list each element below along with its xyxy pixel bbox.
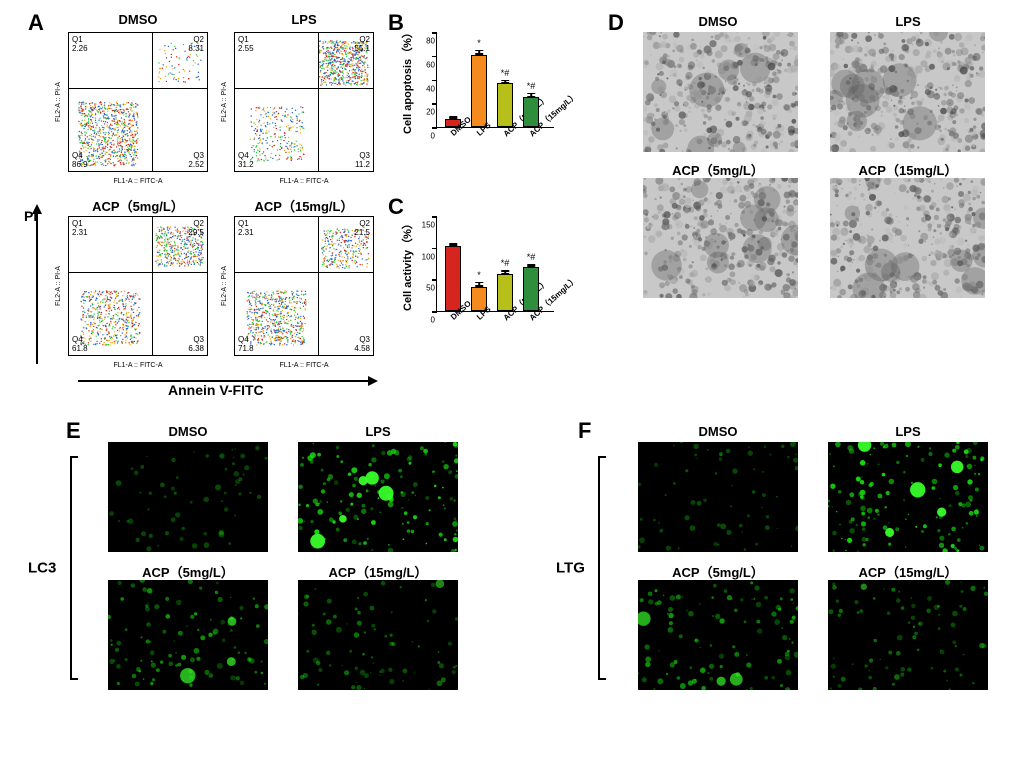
- facs-y: FL2-A :: PI-A: [55, 33, 62, 171]
- bar-chart-apoptosis: Cell apoptosis（%） 020406080DMSO*LPS*#ACP…: [408, 26, 558, 166]
- em-acp5: [643, 178, 798, 298]
- d-title-2: ACP（5mg/L）: [648, 160, 788, 179]
- facs-plot-acp5: Q12.31 Q229.5 Q36.38 Q461.8 FL1-A :: FIT…: [68, 216, 208, 356]
- panel-label-f: F: [578, 418, 591, 444]
- facs-title-3: ACP（15mg/L）: [234, 196, 374, 215]
- bar-chart-activity: Cell activity（%） 050100150DMSO*LPS*#ACP（…: [408, 210, 558, 350]
- f-title-1: LPS: [838, 424, 978, 439]
- facs-title-1: LPS: [234, 12, 374, 27]
- lc3-bracket: [70, 456, 78, 680]
- ltg-acp5: [638, 580, 798, 690]
- bar-2: [497, 83, 513, 127]
- q3: Q32.52: [188, 151, 204, 169]
- lc3-lps: [298, 442, 458, 552]
- f-title-0: DMSO: [648, 424, 788, 439]
- facs-plot-dmso: Q12.26 Q28.31 Q32.52 Q486.9 FL1-A :: FIT…: [68, 32, 208, 172]
- e-title-2: ACP（5mg/L）: [118, 562, 258, 581]
- panel-label-a: A: [28, 10, 44, 36]
- em-acp15: [830, 178, 985, 298]
- panel-label-e: E: [66, 418, 81, 444]
- f-title-3: ACP（15mg/L）: [838, 562, 978, 581]
- f-title-2: ACP（5mg/L）: [648, 562, 788, 581]
- pi-label: PI: [24, 208, 37, 224]
- lc3-dmso: [108, 442, 268, 552]
- d-title-1: LPS: [838, 14, 978, 29]
- ylab-c: Cell activity（%）: [400, 210, 416, 320]
- lc3-acp5: [108, 580, 268, 690]
- d-title-0: DMSO: [648, 14, 788, 29]
- q1: Q12.26: [72, 35, 88, 53]
- e-title-1: LPS: [308, 424, 448, 439]
- lc3-label: LC3: [28, 560, 56, 577]
- annexin-label: Annein V-FITC: [168, 382, 264, 398]
- ltg-bracket: [598, 456, 606, 680]
- em-lps: [830, 32, 985, 152]
- q4: Q486.9: [72, 151, 88, 169]
- figure-root: A DMSO Q12.26 Q28.31 Q32.52 Q486.9 FL1-A…: [8, 8, 1012, 761]
- facs-plot-acp15: Q12.31 Q221.5 Q34.58 Q471.8 FL1-A :: FIT…: [234, 216, 374, 356]
- facs-plot-lps: Q12.55 Q255.1 Q311.2 Q431.2 FL1-A :: FIT…: [234, 32, 374, 172]
- em-dmso: [643, 32, 798, 152]
- ylab-b: Cell apoptosis（%）: [400, 26, 416, 136]
- lc3-acp15: [298, 580, 458, 690]
- bar-3: [523, 267, 539, 311]
- bar-1: [471, 55, 487, 127]
- pi-arrow: [30, 204, 44, 364]
- facs-title-2: ACP（5mg/L）: [68, 196, 208, 215]
- bar-0: [445, 246, 461, 311]
- ltg-lps: [828, 442, 988, 552]
- e-title-3: ACP（15mg/L）: [308, 562, 448, 581]
- ltg-label: LTG: [556, 560, 585, 577]
- facs-x: FL1-A :: FITC-A: [69, 178, 207, 185]
- facs-title-0: DMSO: [68, 12, 208, 27]
- e-title-0: DMSO: [118, 424, 258, 439]
- ltg-acp15: [828, 580, 988, 690]
- d-title-3: ACP（15mg/L）: [838, 160, 978, 179]
- q2: Q28.31: [188, 35, 204, 53]
- ltg-dmso: [638, 442, 798, 552]
- panel-label-d: D: [608, 10, 624, 36]
